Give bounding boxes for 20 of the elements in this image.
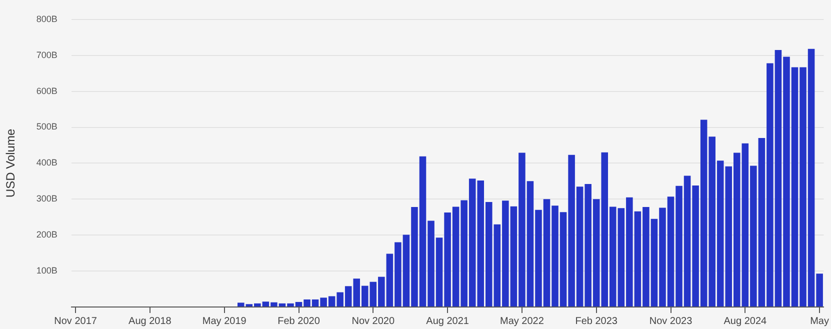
x-tick-label: May [810, 316, 830, 327]
y-tick-label: 500B [36, 122, 58, 132]
y-tick-label: 700B [36, 50, 58, 60]
x-tick-label: May 2019 [202, 316, 247, 327]
x-tick-label: Nov 2017 [54, 316, 98, 327]
y-tick-label: 600B [36, 86, 58, 96]
y-axis-title: USD Volume [4, 128, 18, 198]
x-tick-label: Aug 2018 [128, 316, 172, 327]
x-tick-label: Nov 2020 [352, 316, 395, 327]
y-tick-label: 400B [36, 158, 58, 168]
y-tick-label: 800B [36, 14, 58, 24]
y-tick-label: 200B [36, 230, 58, 240]
x-tick-label: Nov 2023 [649, 316, 693, 327]
x-tick-label: Feb 2020 [278, 316, 320, 327]
x-tick-label: Aug 2024 [724, 316, 767, 327]
x-tick-label: May 2022 [500, 316, 544, 327]
y-tick-label: 300B [36, 194, 58, 204]
x-tick-label: Feb 2023 [575, 316, 618, 327]
x-tick-label: Aug 2021 [426, 316, 470, 327]
y-tick-label: 100B [36, 266, 58, 276]
